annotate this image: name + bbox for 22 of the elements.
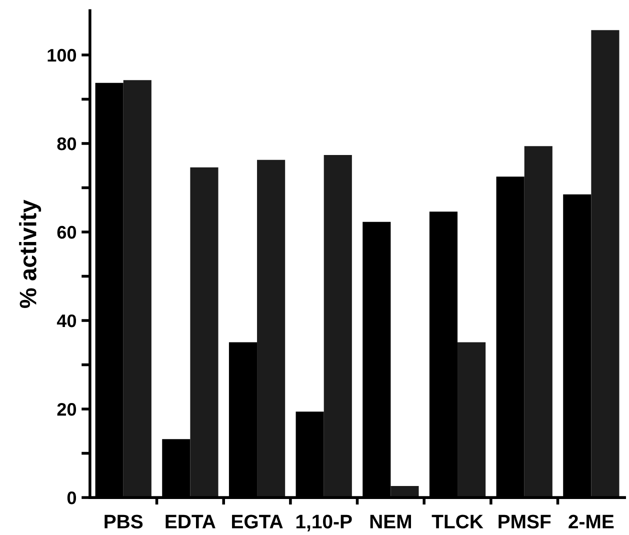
bar: [190, 167, 218, 498]
y-axis-title: % activity: [19, 200, 42, 308]
x-tick-label: TLCK: [432, 514, 484, 528]
x-tick-label: EDTA: [166, 514, 216, 528]
y-tick-label: 80: [57, 137, 76, 150]
bar: [257, 160, 286, 498]
x-tick-label: EGTA: [232, 514, 283, 528]
x-tick-label: 1,10-P: [296, 514, 352, 532]
x-tick-label: NEM: [370, 514, 411, 528]
y-tick-label: 100: [48, 48, 76, 62]
bar: [524, 146, 552, 498]
y-tick-label: 20: [57, 402, 76, 416]
y-tick-label: 40: [56, 314, 76, 328]
y-tick-label: 0: [67, 491, 76, 504]
x-tick-label: PMSF: [498, 514, 551, 528]
bar: [324, 154, 352, 498]
bar: [458, 342, 486, 498]
bar: [123, 80, 152, 498]
bar: [591, 30, 620, 498]
x-tick-label: 2-ME: [568, 514, 614, 528]
x-tick-label: PBS: [104, 514, 143, 528]
y-tick-label: 60: [57, 226, 76, 239]
